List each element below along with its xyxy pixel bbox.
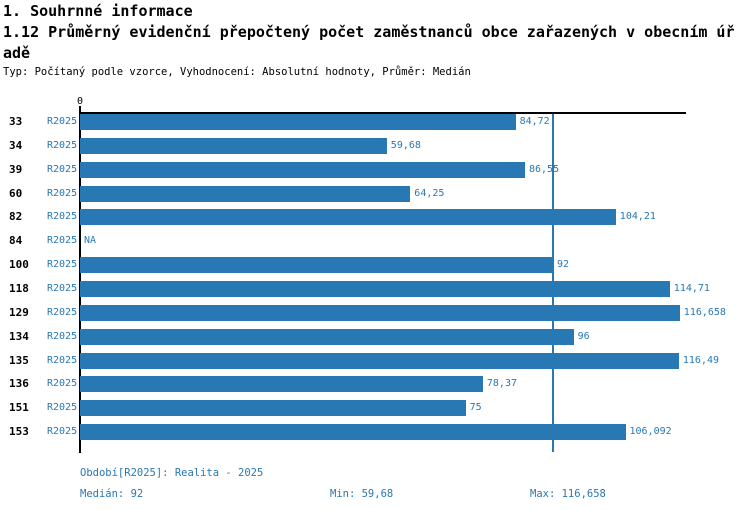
chart-row: 134 R2025 96 bbox=[0, 328, 750, 345]
row-category-label: 60 bbox=[9, 186, 23, 200]
chart-row: 136 R2025 78,37 bbox=[0, 376, 750, 393]
row-series-label: R2025 bbox=[47, 402, 78, 414]
bar-value-label: 92 bbox=[557, 259, 570, 271]
bar-value-label: 96 bbox=[577, 330, 590, 342]
bar bbox=[80, 137, 387, 154]
row-series-label: R2025 bbox=[47, 116, 78, 127]
row-series-label: R2025 bbox=[47, 306, 78, 318]
bar-value-label: 106,092 bbox=[629, 426, 672, 438]
footer-period-label: Období[R2025]: Realita - 2025 bbox=[80, 467, 264, 479]
row-series-label: R2025 bbox=[47, 187, 78, 199]
chart-row: 100 R2025 92 bbox=[0, 257, 750, 274]
x-axis-zero-label: 0 bbox=[76, 96, 84, 107]
chart-title-line-1: 1.12 Průměrný evidenční přepočtený počet… bbox=[3, 23, 735, 41]
chart-row: 39 R2025 86,55 bbox=[0, 161, 750, 178]
row-category-label: 135 bbox=[9, 353, 29, 367]
row-series-label: R2025 bbox=[47, 354, 78, 366]
chart-row: 153 R2025 106,092 bbox=[0, 424, 750, 441]
chart-row: 82 R2025 104,21 bbox=[0, 209, 750, 226]
row-series-label: R2025 bbox=[47, 378, 78, 390]
report-section-title: 1. Souhrnné informace bbox=[3, 2, 193, 20]
chart-title-line-2: adě bbox=[3, 44, 31, 62]
bar bbox=[80, 376, 483, 393]
bar bbox=[80, 185, 411, 202]
bar bbox=[80, 161, 525, 178]
row-category-label: 151 bbox=[9, 401, 29, 415]
row-category-label: 39 bbox=[9, 162, 23, 176]
bar-value-label: 64,25 bbox=[414, 187, 445, 199]
chart-row: 135 R2025 116,49 bbox=[0, 352, 750, 369]
bar bbox=[80, 114, 516, 130]
footer-max-stat: Max: 116,658 bbox=[530, 488, 606, 500]
bar-value-label: 84,72 bbox=[519, 116, 550, 127]
bar-value-label: 104,21 bbox=[619, 211, 656, 223]
row-category-label: 134 bbox=[9, 329, 29, 343]
chart-rows: 33 R2025 84,72 34 R2025 59,68 39 R2025 86,55 60 R2… bbox=[0, 114, 750, 448]
bar bbox=[80, 281, 670, 297]
chart-meta-info: Typ: Počítaný podle vzorce, Vyhodnocení:… bbox=[3, 66, 471, 78]
bar-value-label: 116,49 bbox=[682, 354, 720, 366]
row-category-label: 129 bbox=[9, 305, 29, 319]
chart-row: 129 R2025 116,658 bbox=[0, 304, 750, 321]
bar-value-label: 78,37 bbox=[486, 378, 517, 390]
x-axis-line bbox=[80, 112, 686, 114]
bar-value-label: NA bbox=[84, 235, 97, 247]
bar-value-label: 114,71 bbox=[673, 283, 710, 294]
row-category-label: 33 bbox=[9, 115, 23, 128]
row-category-label: 153 bbox=[9, 425, 29, 439]
bar-value-label: 86,55 bbox=[529, 163, 560, 175]
row-category-label: 136 bbox=[9, 377, 29, 391]
row-series-label: R2025 bbox=[47, 163, 78, 175]
chart-row: 34 R2025 59,68 bbox=[0, 137, 750, 154]
row-category-label: 84 bbox=[9, 234, 23, 248]
row-series-label: R2025 bbox=[47, 259, 78, 271]
bar bbox=[80, 209, 616, 226]
bar bbox=[80, 400, 466, 417]
bar bbox=[80, 257, 553, 274]
bar-value-label: 59,68 bbox=[390, 139, 421, 151]
chart-row: 84 R2025 NA bbox=[0, 233, 750, 249]
row-series-label: R2025 bbox=[47, 330, 78, 342]
footer-median-stat: Medián: 92 bbox=[80, 488, 144, 500]
bar bbox=[80, 352, 679, 369]
chart-row: 151 R2025 75 bbox=[0, 400, 750, 417]
row-series-label: R2025 bbox=[47, 235, 78, 247]
bar bbox=[80, 424, 626, 441]
row-category-label: 100 bbox=[9, 258, 29, 272]
bar-value-label: 116,658 bbox=[683, 306, 726, 318]
chart-row: 60 R2025 64,25 bbox=[0, 185, 750, 202]
y-axis-line bbox=[79, 106, 81, 453]
chart-row: 33 R2025 84,72 bbox=[0, 114, 750, 130]
row-category-label: 118 bbox=[9, 282, 29, 295]
chart-row: 118 R2025 114,71 bbox=[0, 281, 750, 297]
row-category-label: 82 bbox=[9, 210, 23, 224]
row-series-label: R2025 bbox=[47, 283, 78, 294]
bar bbox=[80, 304, 680, 321]
row-series-label: R2025 bbox=[47, 211, 78, 223]
bar bbox=[80, 328, 574, 345]
footer-min-stat: Min: 59,68 bbox=[330, 488, 394, 500]
row-category-label: 34 bbox=[9, 138, 23, 152]
bar-value-label: 75 bbox=[469, 402, 482, 414]
row-series-label: R2025 bbox=[47, 139, 78, 151]
row-series-label: R2025 bbox=[47, 426, 78, 438]
